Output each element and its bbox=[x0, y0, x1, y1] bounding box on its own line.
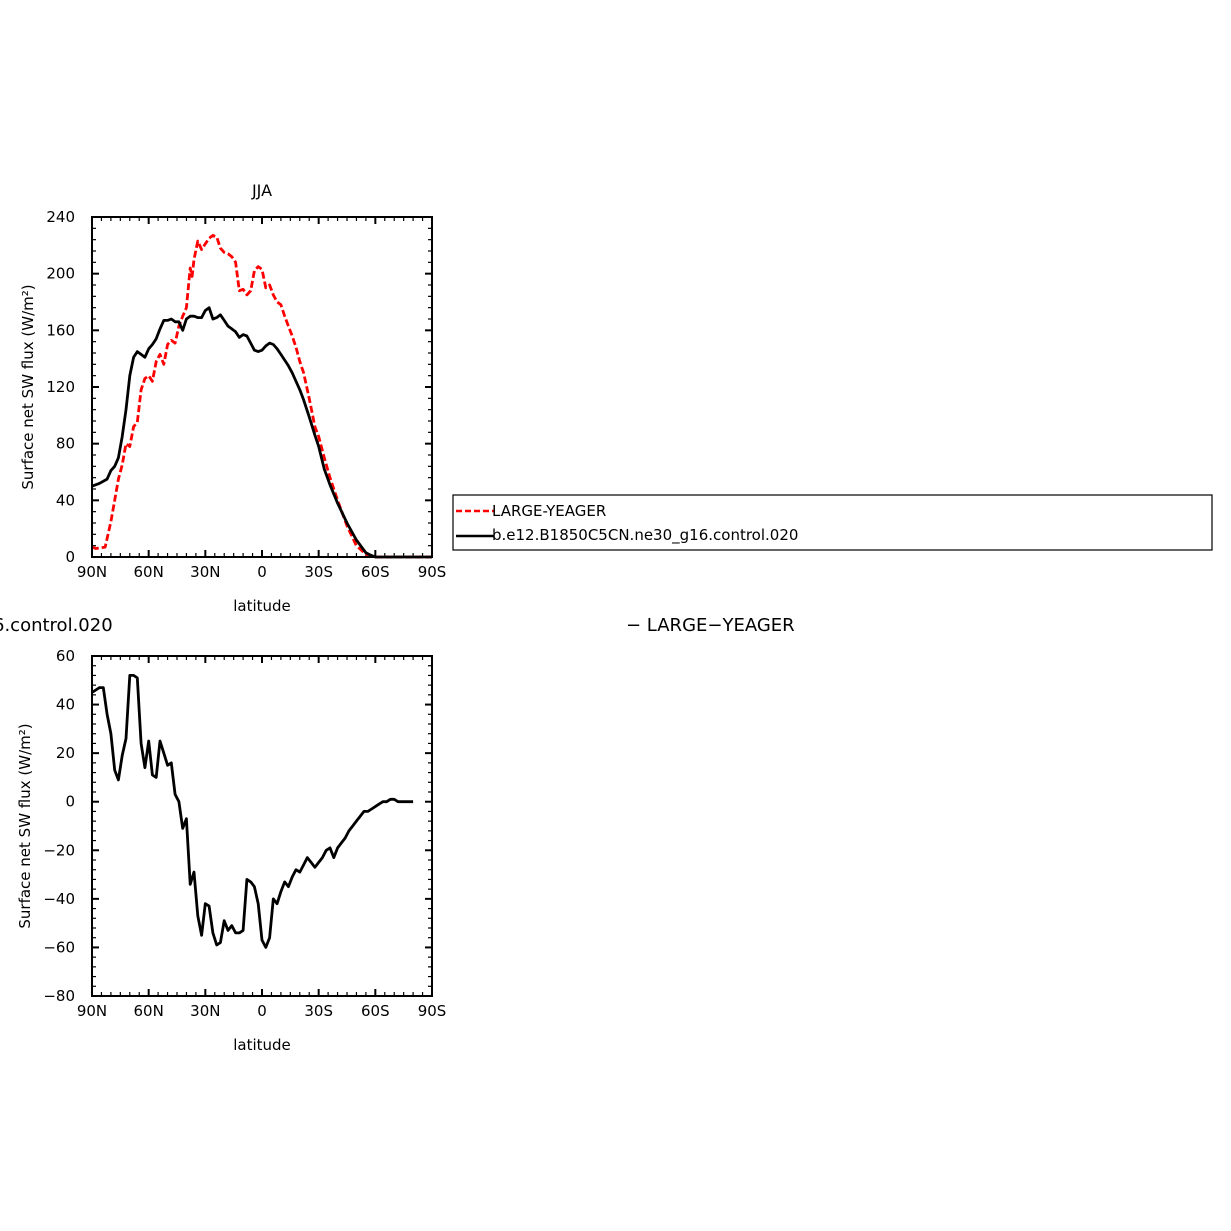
top-x-tick-label: 90S bbox=[418, 563, 447, 581]
bottom-chart-panel: 90N 60N 30N 0 30S 60S 90S −80 −60 −40 −20 0 20 40 60 l… bbox=[16, 647, 446, 1054]
top-chart-title: JJA bbox=[251, 181, 272, 200]
overlay-label-left: 6.control.020 bbox=[0, 615, 113, 636]
legend: LARGE-YEAGER b.e12.B1850C5CN.ne30_g16.co… bbox=[452, 494, 1213, 551]
top-y-tick-label: 0 bbox=[65, 548, 75, 566]
legend-entry-large-yeager: LARGE-YEAGER bbox=[492, 502, 606, 520]
bottom-axis-ticks: 90N 60N 30N 0 30S 60S 90S −80 −60 −40 −20 0 20 40 60 bbox=[43, 647, 446, 1020]
top-series-line-1 bbox=[91, 306, 432, 559]
top-x-tick-label: 30N bbox=[190, 563, 220, 581]
top-plot-frame bbox=[91, 216, 433, 558]
top-x-tick-label: 60N bbox=[134, 563, 164, 581]
top-y-tick-label: 80 bbox=[56, 435, 75, 453]
top-x-tick-label: 60S bbox=[361, 563, 390, 581]
top-y-tick-label: 40 bbox=[56, 491, 75, 509]
bottom-series-line-0 bbox=[91, 674, 414, 949]
bottom-y-tick-label: 0 bbox=[65, 793, 75, 811]
legend-entry-control: b.e12.B1850C5CN.ne30_g16.control.020 bbox=[492, 526, 798, 545]
bottom-y-tick-label: −20 bbox=[43, 841, 75, 859]
top-y-tick-label: 120 bbox=[46, 378, 75, 396]
bottom-plot-frame bbox=[91, 655, 433, 997]
bottom-y-tick-label: 40 bbox=[56, 696, 75, 714]
top-y-axis-label: Surface net SW flux (W/m²) bbox=[19, 284, 37, 489]
overlay-label-right: − LARGE−YEAGER bbox=[626, 615, 795, 636]
bottom-x-axis-label: latitude bbox=[233, 1036, 291, 1054]
top-y-tick-label: 160 bbox=[46, 321, 75, 339]
bottom-y-tick-label: 20 bbox=[56, 744, 75, 762]
bottom-y-tick-label: −80 bbox=[43, 987, 75, 1005]
top-y-tick-label: 200 bbox=[46, 265, 75, 283]
bottom-x-tick-label: 90N bbox=[77, 1002, 107, 1020]
bottom-x-tick-label: 30N bbox=[190, 1002, 220, 1020]
bottom-y-tick-label: −60 bbox=[43, 938, 75, 956]
bottom-series-lines bbox=[91, 674, 414, 949]
top-x-axis-label: latitude bbox=[233, 597, 291, 615]
top-x-tick-label: 0 bbox=[257, 563, 267, 581]
top-y-tick-label: 240 bbox=[46, 208, 75, 226]
top-x-tick-label: 30S bbox=[304, 563, 333, 581]
top-x-tick-label: 90N bbox=[77, 563, 107, 581]
top-series-lines bbox=[91, 233, 432, 559]
bottom-x-tick-label: 30S bbox=[304, 1002, 333, 1020]
legend-box bbox=[452, 494, 1213, 551]
bottom-y-tick-label: 60 bbox=[56, 647, 75, 665]
bottom-y-tick-label: −40 bbox=[43, 890, 75, 908]
bottom-x-tick-label: 90S bbox=[418, 1002, 447, 1020]
bottom-x-tick-label: 60S bbox=[361, 1002, 390, 1020]
bottom-x-tick-label: 60N bbox=[134, 1002, 164, 1020]
bottom-y-axis-label: Surface net SW flux (W/m²) bbox=[16, 723, 34, 928]
bottom-x-tick-label: 0 bbox=[257, 1002, 267, 1020]
top-chart-panel: JJA 90N 60N 30N 0 30S 60S 90S 0 40 80 120 160 200 240… bbox=[19, 181, 446, 615]
